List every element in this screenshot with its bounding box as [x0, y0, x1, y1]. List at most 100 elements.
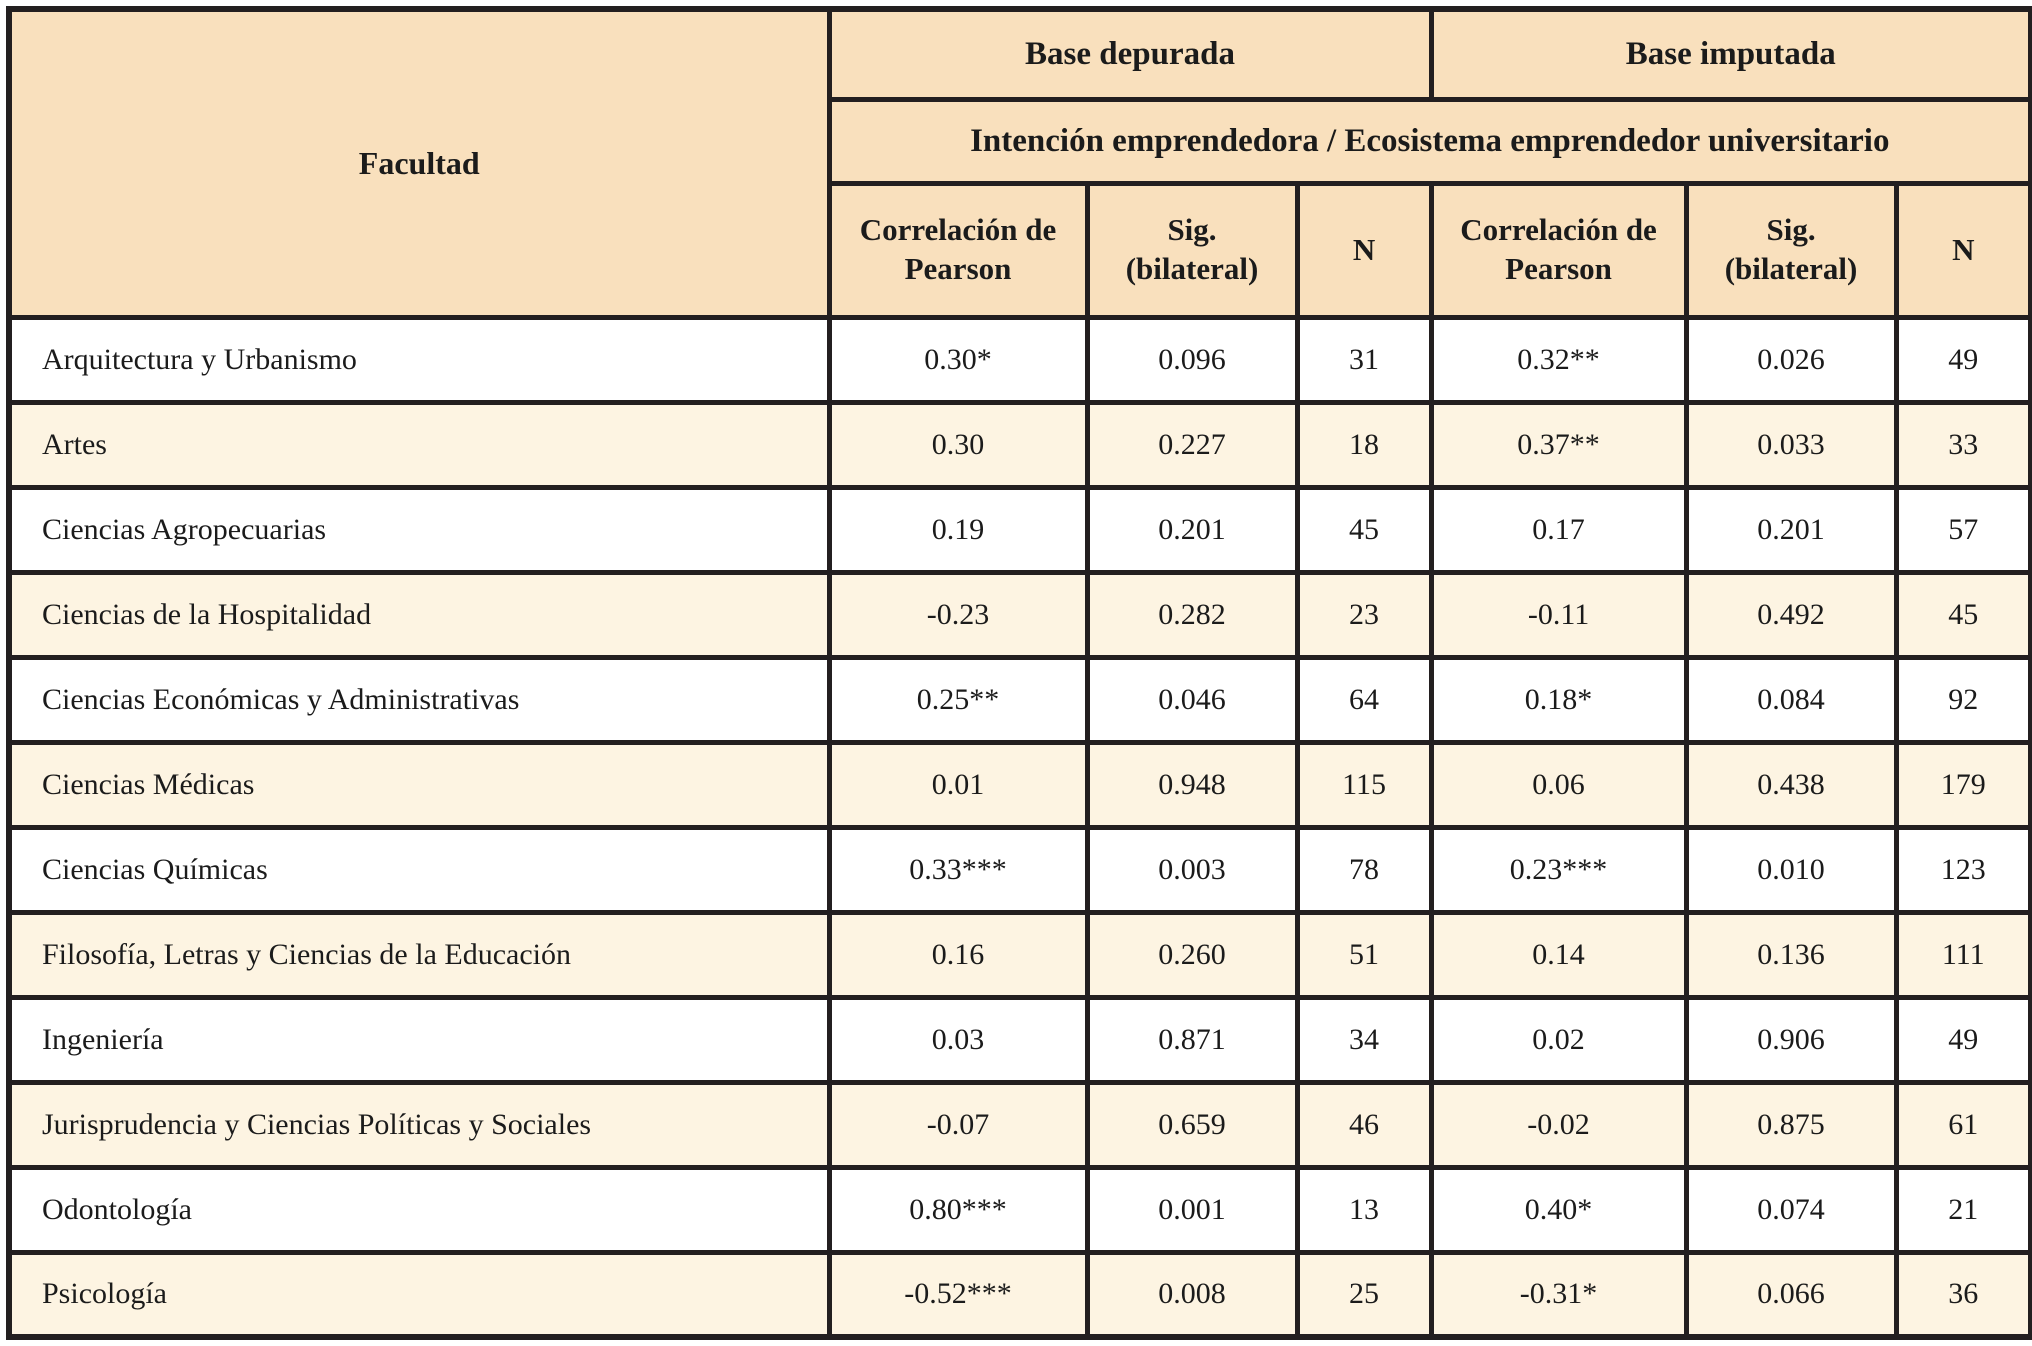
table-row: Artes 0.30 0.227 18 0.37** 0.033 33 — [6, 399, 2032, 490]
pearson-depurada-value: -0.23 — [826, 569, 1090, 660]
variables-span-header: Intención emprendedora / Ecosistema empr… — [826, 96, 2032, 186]
n-imputada-value: 36 — [1893, 1249, 2032, 1340]
n-imputada-value: 49 — [1893, 994, 2032, 1085]
sig-imputada-value: 0.026 — [1683, 314, 1899, 405]
sig-imputada-value: 0.201 — [1683, 484, 1899, 575]
n-imputada-value: 61 — [1893, 1079, 2032, 1170]
pearson-imputada-value: 0.23*** — [1428, 824, 1689, 915]
n-imputada-header: N — [1893, 180, 2032, 320]
pearson-depurada-value: 0.80*** — [826, 1164, 1090, 1255]
n-depurada-value: 51 — [1294, 909, 1434, 1000]
faculty-name: Odontología — [6, 1164, 832, 1255]
pearson-depurada-value: -0.52*** — [826, 1249, 1090, 1340]
pearson-depurada-value: 0.19 — [826, 484, 1090, 575]
pearson-depurada-value: 0.30 — [826, 399, 1090, 490]
sig-depurada-header: Sig. (bilateral) — [1084, 180, 1300, 320]
base-imputada-group-header: Base imputada — [1428, 6, 2032, 102]
n-imputada-value: 49 — [1893, 314, 2032, 405]
table-row: Jurisprudencia y Ciencias Políticas y So… — [6, 1079, 2032, 1170]
table-row: Ciencias Económicas y Administrativas 0.… — [6, 654, 2032, 745]
correlation-table: Facultad Base depurada Base imputada Int… — [6, 6, 2032, 1340]
sig-imputada-value: 0.906 — [1683, 994, 1899, 1085]
faculty-name: Ingeniería — [6, 994, 832, 1085]
n-imputada-value: 123 — [1893, 824, 2032, 915]
n-depurada-value: 34 — [1294, 994, 1434, 1085]
table-row: Ingeniería 0.03 0.871 34 0.02 0.906 49 — [6, 994, 2032, 1085]
table-row: Ciencias Agropecuarias 0.19 0.201 45 0.1… — [6, 484, 2032, 575]
pearson-imputada-value: 0.18* — [1428, 654, 1689, 745]
faculty-name: Artes — [6, 399, 832, 490]
n-depurada-value: 25 — [1294, 1249, 1434, 1340]
n-depurada-value: 78 — [1294, 824, 1434, 915]
n-depurada-value: 115 — [1294, 739, 1434, 830]
table-row: Ciencias de la Hospitalidad -0.23 0.282 … — [6, 569, 2032, 660]
sig-imputada-value: 0.438 — [1683, 739, 1899, 830]
sig-depurada-value: 0.871 — [1084, 994, 1300, 1085]
n-imputada-value: 33 — [1893, 399, 2032, 490]
sig-imputada-value: 0.074 — [1683, 1164, 1899, 1255]
pearson-depurada-value: 0.25** — [826, 654, 1090, 745]
sig-depurada-value: 0.948 — [1084, 739, 1300, 830]
table-body: Arquitectura y Urbanismo 0.30* 0.096 31 … — [6, 314, 2032, 1340]
n-imputada-value: 21 — [1893, 1164, 2032, 1255]
n-depurada-value: 23 — [1294, 569, 1434, 660]
faculty-name: Ciencias Médicas — [6, 739, 832, 830]
table-row: Odontología 0.80*** 0.001 13 0.40* 0.074… — [6, 1164, 2032, 1255]
n-imputada-value: 179 — [1893, 739, 2032, 830]
faculty-name: Ciencias de la Hospitalidad — [6, 569, 832, 660]
pearson-imputada-value: -0.02 — [1428, 1079, 1689, 1170]
pearson-imputada-value: 0.02 — [1428, 994, 1689, 1085]
pearson-imputada-value: -0.31* — [1428, 1249, 1689, 1340]
n-depurada-value: 18 — [1294, 399, 1434, 490]
pearson-imputada-value: 0.37** — [1428, 399, 1689, 490]
n-imputada-value: 111 — [1893, 909, 2032, 1000]
table-row: Arquitectura y Urbanismo 0.30* 0.096 31 … — [6, 314, 2032, 405]
table-header: Facultad Base depurada Base imputada Int… — [6, 6, 2032, 320]
pearson-imputada-value: 0.40* — [1428, 1164, 1689, 1255]
sig-depurada-value: 0.260 — [1084, 909, 1300, 1000]
sig-depurada-value: 0.001 — [1084, 1164, 1300, 1255]
pearson-depurada-value: 0.01 — [826, 739, 1090, 830]
pearson-depurada-value: -0.07 — [826, 1079, 1090, 1170]
table-row: Ciencias Químicas 0.33*** 0.003 78 0.23*… — [6, 824, 2032, 915]
faculty-name: Ciencias Químicas — [6, 824, 832, 915]
n-imputada-value: 45 — [1893, 569, 2032, 660]
faculty-name: Arquitectura y Urbanismo — [6, 314, 832, 405]
pearson-imputada-value: -0.11 — [1428, 569, 1689, 660]
sig-depurada-value: 0.659 — [1084, 1079, 1300, 1170]
sig-imputada-value: 0.875 — [1683, 1079, 1899, 1170]
sig-imputada-value: 0.066 — [1683, 1249, 1899, 1340]
pearson-imputada-header: Correlación de Pearson — [1428, 180, 1689, 320]
faculty-name: Ciencias Económicas y Administrativas — [6, 654, 832, 745]
sig-imputada-value: 0.492 — [1683, 569, 1899, 660]
sig-depurada-value: 0.227 — [1084, 399, 1300, 490]
sig-imputada-value: 0.010 — [1683, 824, 1899, 915]
pearson-depurada-value: 0.30* — [826, 314, 1090, 405]
pearson-depurada-value: 0.33*** — [826, 824, 1090, 915]
sig-depurada-value: 0.201 — [1084, 484, 1300, 575]
table-row: Ciencias Médicas 0.01 0.948 115 0.06 0.4… — [6, 739, 2032, 830]
pearson-depurada-value: 0.16 — [826, 909, 1090, 1000]
base-depurada-group-header: Base depurada — [826, 6, 1434, 102]
pearson-depurada-value: 0.03 — [826, 994, 1090, 1085]
sig-depurada-value: 0.046 — [1084, 654, 1300, 745]
sig-depurada-value: 0.282 — [1084, 569, 1300, 660]
table-row: Psicología -0.52*** 0.008 25 -0.31* 0.06… — [6, 1249, 2032, 1340]
pearson-imputada-value: 0.32** — [1428, 314, 1689, 405]
faculty-name: Jurisprudencia y Ciencias Políticas y So… — [6, 1079, 832, 1170]
faculty-name: Psicología — [6, 1249, 832, 1340]
n-depurada-value: 31 — [1294, 314, 1434, 405]
pearson-imputada-value: 0.14 — [1428, 909, 1689, 1000]
n-depurada-header: N — [1294, 180, 1434, 320]
faculty-name: Filosofía, Letras y Ciencias de la Educa… — [6, 909, 832, 1000]
sig-depurada-value: 0.003 — [1084, 824, 1300, 915]
n-depurada-value: 13 — [1294, 1164, 1434, 1255]
n-imputada-value: 57 — [1893, 484, 2032, 575]
sig-imputada-value: 0.033 — [1683, 399, 1899, 490]
sig-imputada-value: 0.084 — [1683, 654, 1899, 745]
table-row: Filosofía, Letras y Ciencias de la Educa… — [6, 909, 2032, 1000]
sig-depurada-value: 0.008 — [1084, 1249, 1300, 1340]
sig-imputada-value: 0.136 — [1683, 909, 1899, 1000]
pearson-imputada-value: 0.06 — [1428, 739, 1689, 830]
n-depurada-value: 46 — [1294, 1079, 1434, 1170]
